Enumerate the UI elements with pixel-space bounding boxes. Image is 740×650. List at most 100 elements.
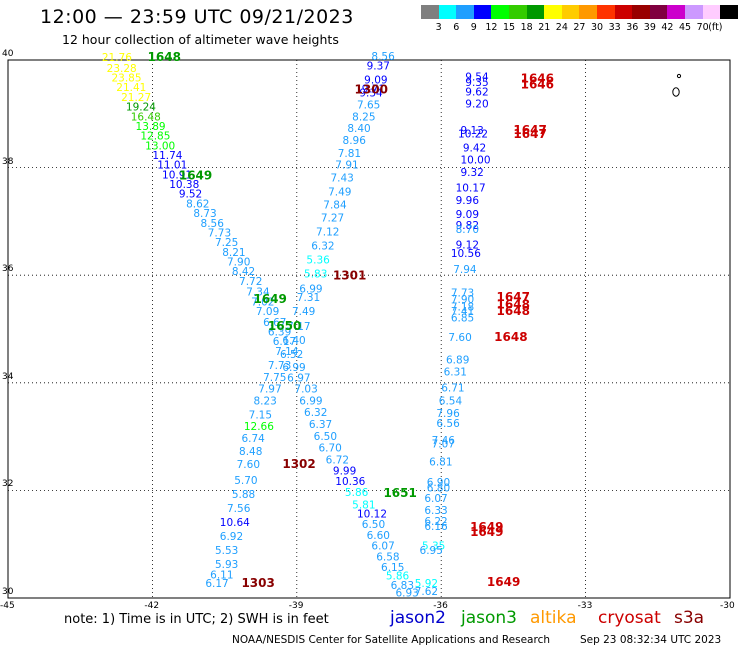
swh-label: 7.81 [338,148,361,160]
swh-label: 10.38 [169,179,199,191]
swh-label: 6.99 [282,362,305,374]
swh-label: 10.36 [335,476,365,488]
colorbar-label: 33 [608,22,621,33]
swh-label: 6.71 [441,382,464,394]
colorbar-swatch [632,5,650,19]
legend-jason2: jason2 [390,608,446,628]
page-subtitle: 12 hour collection of altimeter wave hei… [62,32,339,47]
y-tick-label: 34 [2,371,14,382]
colorbar-label: 70 [696,22,709,33]
swh-label: 6.40 [282,335,305,347]
swh-label: 10.56 [451,248,481,260]
colorbar-swatch [438,5,457,19]
swh-label: 9.09 [456,209,479,221]
swh-label: 6.17 [205,578,228,590]
swh-label: 7.34 [246,287,270,299]
swh-label: 8.96 [343,135,367,147]
swh-label: 16.48 [131,111,161,123]
swh-label: 5.70 [234,475,257,487]
colorbar-label: 36 [626,22,639,33]
swh-label: 7.60 [448,332,471,344]
swh-label: 6.60 [367,530,390,542]
legend-jason3: jason3 [461,608,517,628]
swh-label: 7.90 [227,257,250,269]
swh-label: 13.89 [136,121,166,133]
time-label: 1646 [521,78,554,92]
swh-label: 10.00 [460,154,490,166]
swh-label: 8.21 [222,247,245,259]
time-label: 1649 [179,168,212,182]
swh-label: 6.32 [311,240,334,252]
y-tick-label: 38 [2,156,14,167]
swh-label: 7.03 [294,383,317,395]
colorbar-label: 42 [661,22,674,33]
swh-label: 12.66 [244,421,274,433]
swh-label: 9.52 [179,189,202,201]
time-label: 1648 [494,330,527,344]
swh-label: 5.53 [215,545,238,557]
colorbar-swatch [473,5,492,19]
swh-label: 7.15 [249,409,272,421]
swh-label: 7.02 [251,296,274,308]
swh-label: 6.11 [210,570,233,582]
swh-label: 10.91 [162,169,192,181]
x-tick-label: -42 [144,601,160,611]
colorbar-swatch [685,5,703,19]
colorbar-label: 6 [453,22,460,33]
colorbar-label: 27 [573,22,586,33]
swh-label: 6.99 [299,395,322,407]
time-label: 1649 [470,525,503,539]
swh-label: 5.81 [352,500,375,512]
y-tick-label: 30 [2,587,14,597]
swh-label: 6.50 [362,519,385,531]
swh-label: 7.12 [316,226,339,238]
colorbar-label: 39 [643,22,656,33]
x-tick-label: -30 [720,601,735,611]
colorbar-swatch [667,5,685,19]
swh-label: 7.91 [335,160,358,172]
swh-label: 10.64 [220,517,250,529]
time-label: 1649 [470,520,503,534]
time-label: 1648 [497,304,530,318]
colorbar-label: 3 [435,22,442,33]
swh-label: 9.13 [460,125,483,137]
swh-label: 21.27 [121,92,151,104]
swh-label: 9.96 [456,195,480,207]
swh-label: 7.75 [263,372,286,384]
footer-source: NOAA/NESDIS Center for Satellite Applica… [232,634,550,646]
colorbar-swatch [526,5,545,19]
swh-label: 5.93 [215,559,238,571]
swh-label: 7.43 [330,173,353,185]
swh-label: 9.35 [465,77,488,89]
swh-label: 6.99 [299,283,322,295]
swh-label: 6.81 [429,457,452,469]
swh-label: 6.74 [241,433,265,445]
swh-label: 7.96 [436,408,460,420]
colorbar-swatch [649,5,668,19]
swh-label: 5.88 [232,489,255,501]
time-label: 1649 [487,575,520,589]
swh-label: 6.72 [326,455,349,467]
x-tick-label: -33 [577,601,593,611]
colorbar-label: 12 [485,22,498,33]
swh-label: 21.76 [102,52,132,64]
time-label: 1650 [268,319,301,333]
colorbar-swatch [597,5,615,19]
colorbar-label: 45 [679,22,692,33]
swh-label: 6.07 [371,541,394,553]
island-marker [672,73,682,97]
swh-label: 6.15 [381,562,404,574]
time-label: 1648 [497,298,530,312]
swh-label: 7.49 [292,306,315,318]
swh-label: 6.31 [444,366,467,378]
swh-label: 6.39 [268,326,291,338]
colorbar-swatch [579,5,597,19]
swh-label: 7.90 [451,294,474,306]
page-title: 12:00 — 23:59 UTC 09/21/2023 [40,6,354,28]
swh-label: 19.24 [126,102,156,114]
colorbar-swatch [509,5,527,19]
swh-label: 7.07 [432,438,455,450]
y-tick-label: 36 [2,264,14,275]
swh-label: 7.31 [297,292,320,304]
